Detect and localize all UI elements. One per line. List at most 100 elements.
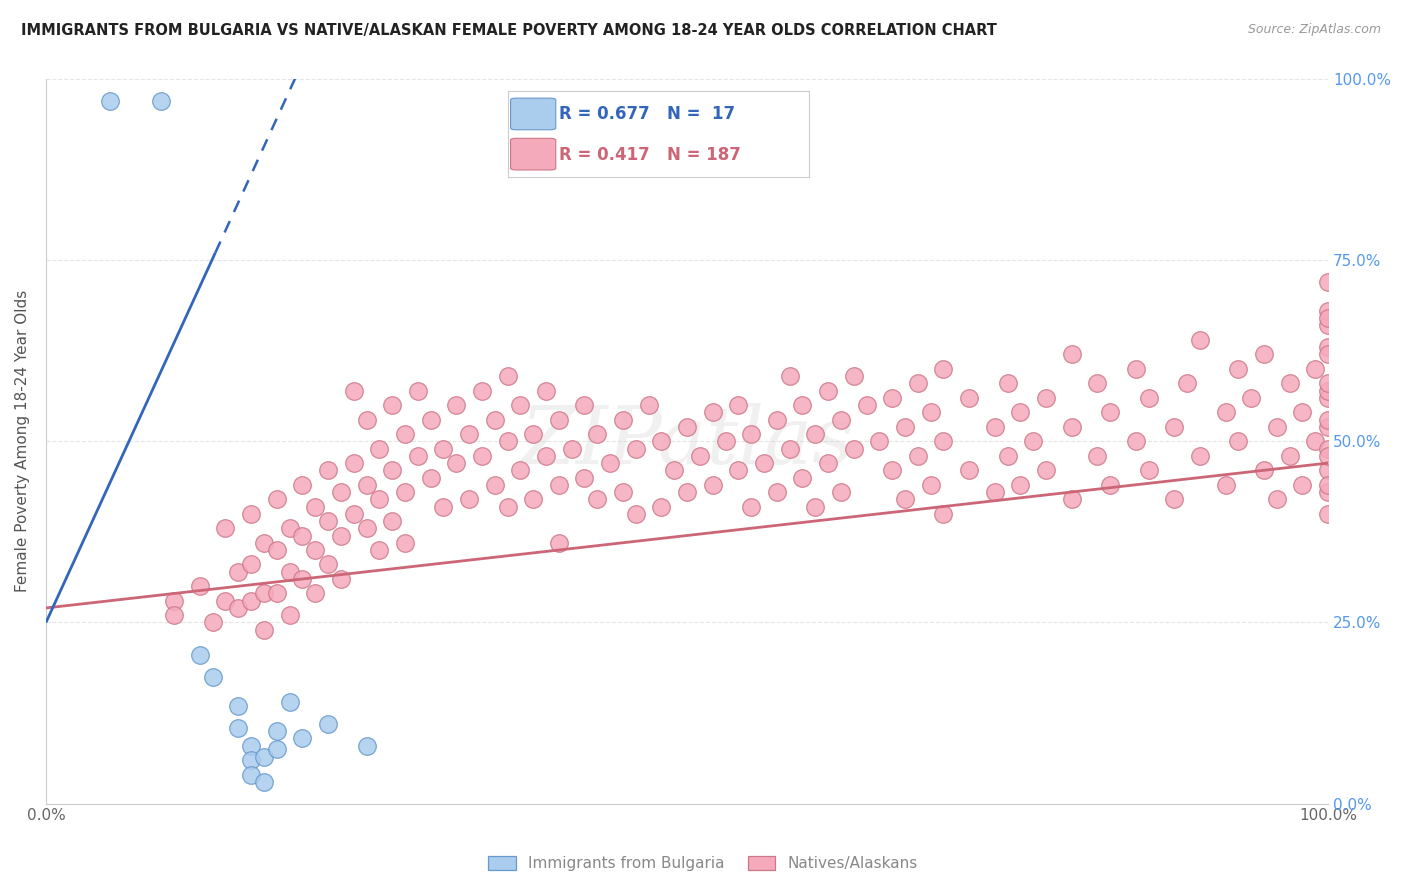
Point [547, 535, 569, 549]
Text: Source: ZipAtlas.com: Source: ZipAtlas.com [1247, 23, 1381, 37]
Point [907, 449, 929, 463]
Point [304, 543, 326, 558]
Point [278, 521, 301, 535]
Point [316, 463, 339, 477]
Point [957, 463, 980, 477]
Point [458, 492, 481, 507]
Text: IMMIGRANTS FROM BULGARIA VS NATIVE/ALASKAN FEMALE POVERTY AMONG 18-24 YEAR OLDS : IMMIGRANTS FROM BULGARIA VS NATIVE/ALASK… [21, 23, 997, 38]
Point [1227, 434, 1250, 449]
Point [1163, 419, 1185, 434]
Point [1317, 311, 1340, 326]
Point [1291, 405, 1313, 419]
Point [817, 384, 839, 398]
Point [779, 442, 801, 456]
Point [894, 492, 917, 507]
Point [291, 528, 314, 542]
Point [509, 398, 531, 412]
Point [1022, 434, 1045, 449]
Point [240, 739, 263, 753]
Point [1317, 384, 1340, 398]
Point [804, 427, 827, 442]
Point [1317, 507, 1340, 521]
Point [1060, 492, 1083, 507]
Point [291, 572, 314, 586]
Point [1253, 463, 1275, 477]
Point [1085, 449, 1108, 463]
Point [984, 485, 1007, 500]
Point [765, 412, 787, 426]
Point [882, 463, 904, 477]
Point [932, 507, 955, 521]
Point [547, 412, 569, 426]
Point [1317, 391, 1340, 405]
Point [163, 593, 186, 607]
Point [432, 442, 454, 456]
Point [1125, 361, 1147, 376]
Point [1317, 449, 1340, 463]
Point [612, 485, 634, 500]
Point [650, 500, 672, 514]
Point [484, 477, 506, 491]
Point [882, 391, 904, 405]
Point [792, 398, 814, 412]
Point [201, 615, 224, 630]
Point [752, 456, 775, 470]
Point [291, 731, 314, 746]
Point [586, 492, 609, 507]
Point [406, 384, 429, 398]
Point [266, 543, 288, 558]
Point [792, 470, 814, 484]
Point [484, 412, 506, 426]
Point [1240, 391, 1263, 405]
Point [471, 384, 494, 398]
Point [98, 94, 121, 108]
Point [624, 442, 647, 456]
Point [1099, 405, 1122, 419]
Point [253, 586, 276, 600]
Point [932, 361, 955, 376]
Point [779, 369, 801, 384]
Point [509, 463, 531, 477]
Point [765, 485, 787, 500]
Point [1265, 492, 1288, 507]
Point [1010, 405, 1032, 419]
Point [201, 670, 224, 684]
Point [1188, 333, 1211, 347]
Point [266, 492, 288, 507]
Point [226, 698, 249, 713]
Point [920, 405, 942, 419]
Point [316, 514, 339, 528]
Point [932, 434, 955, 449]
Point [253, 749, 276, 764]
Point [1317, 340, 1340, 354]
Point [1317, 463, 1340, 477]
Point [574, 398, 596, 412]
Point [1035, 463, 1057, 477]
Point [1099, 477, 1122, 491]
Point [1215, 477, 1237, 491]
Point [740, 427, 762, 442]
Point [1163, 492, 1185, 507]
Point [1175, 376, 1198, 391]
Point [394, 535, 416, 549]
Point [664, 463, 686, 477]
Point [446, 456, 468, 470]
Point [291, 477, 314, 491]
Point [1227, 361, 1250, 376]
Point [650, 434, 672, 449]
Point [406, 449, 429, 463]
Point [702, 477, 724, 491]
Point [471, 449, 494, 463]
Point [522, 492, 544, 507]
Point [150, 94, 173, 108]
Point [419, 470, 441, 484]
Point [637, 398, 659, 412]
Point [278, 608, 301, 623]
Point [226, 565, 249, 579]
Point [894, 419, 917, 434]
Point [343, 384, 366, 398]
Point [316, 717, 339, 731]
Point [1317, 485, 1340, 500]
Point [278, 695, 301, 709]
Point [329, 572, 352, 586]
